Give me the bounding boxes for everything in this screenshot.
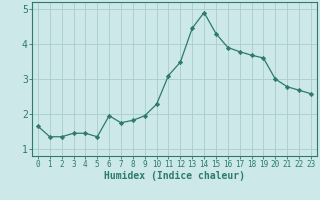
X-axis label: Humidex (Indice chaleur): Humidex (Indice chaleur)	[104, 171, 245, 181]
